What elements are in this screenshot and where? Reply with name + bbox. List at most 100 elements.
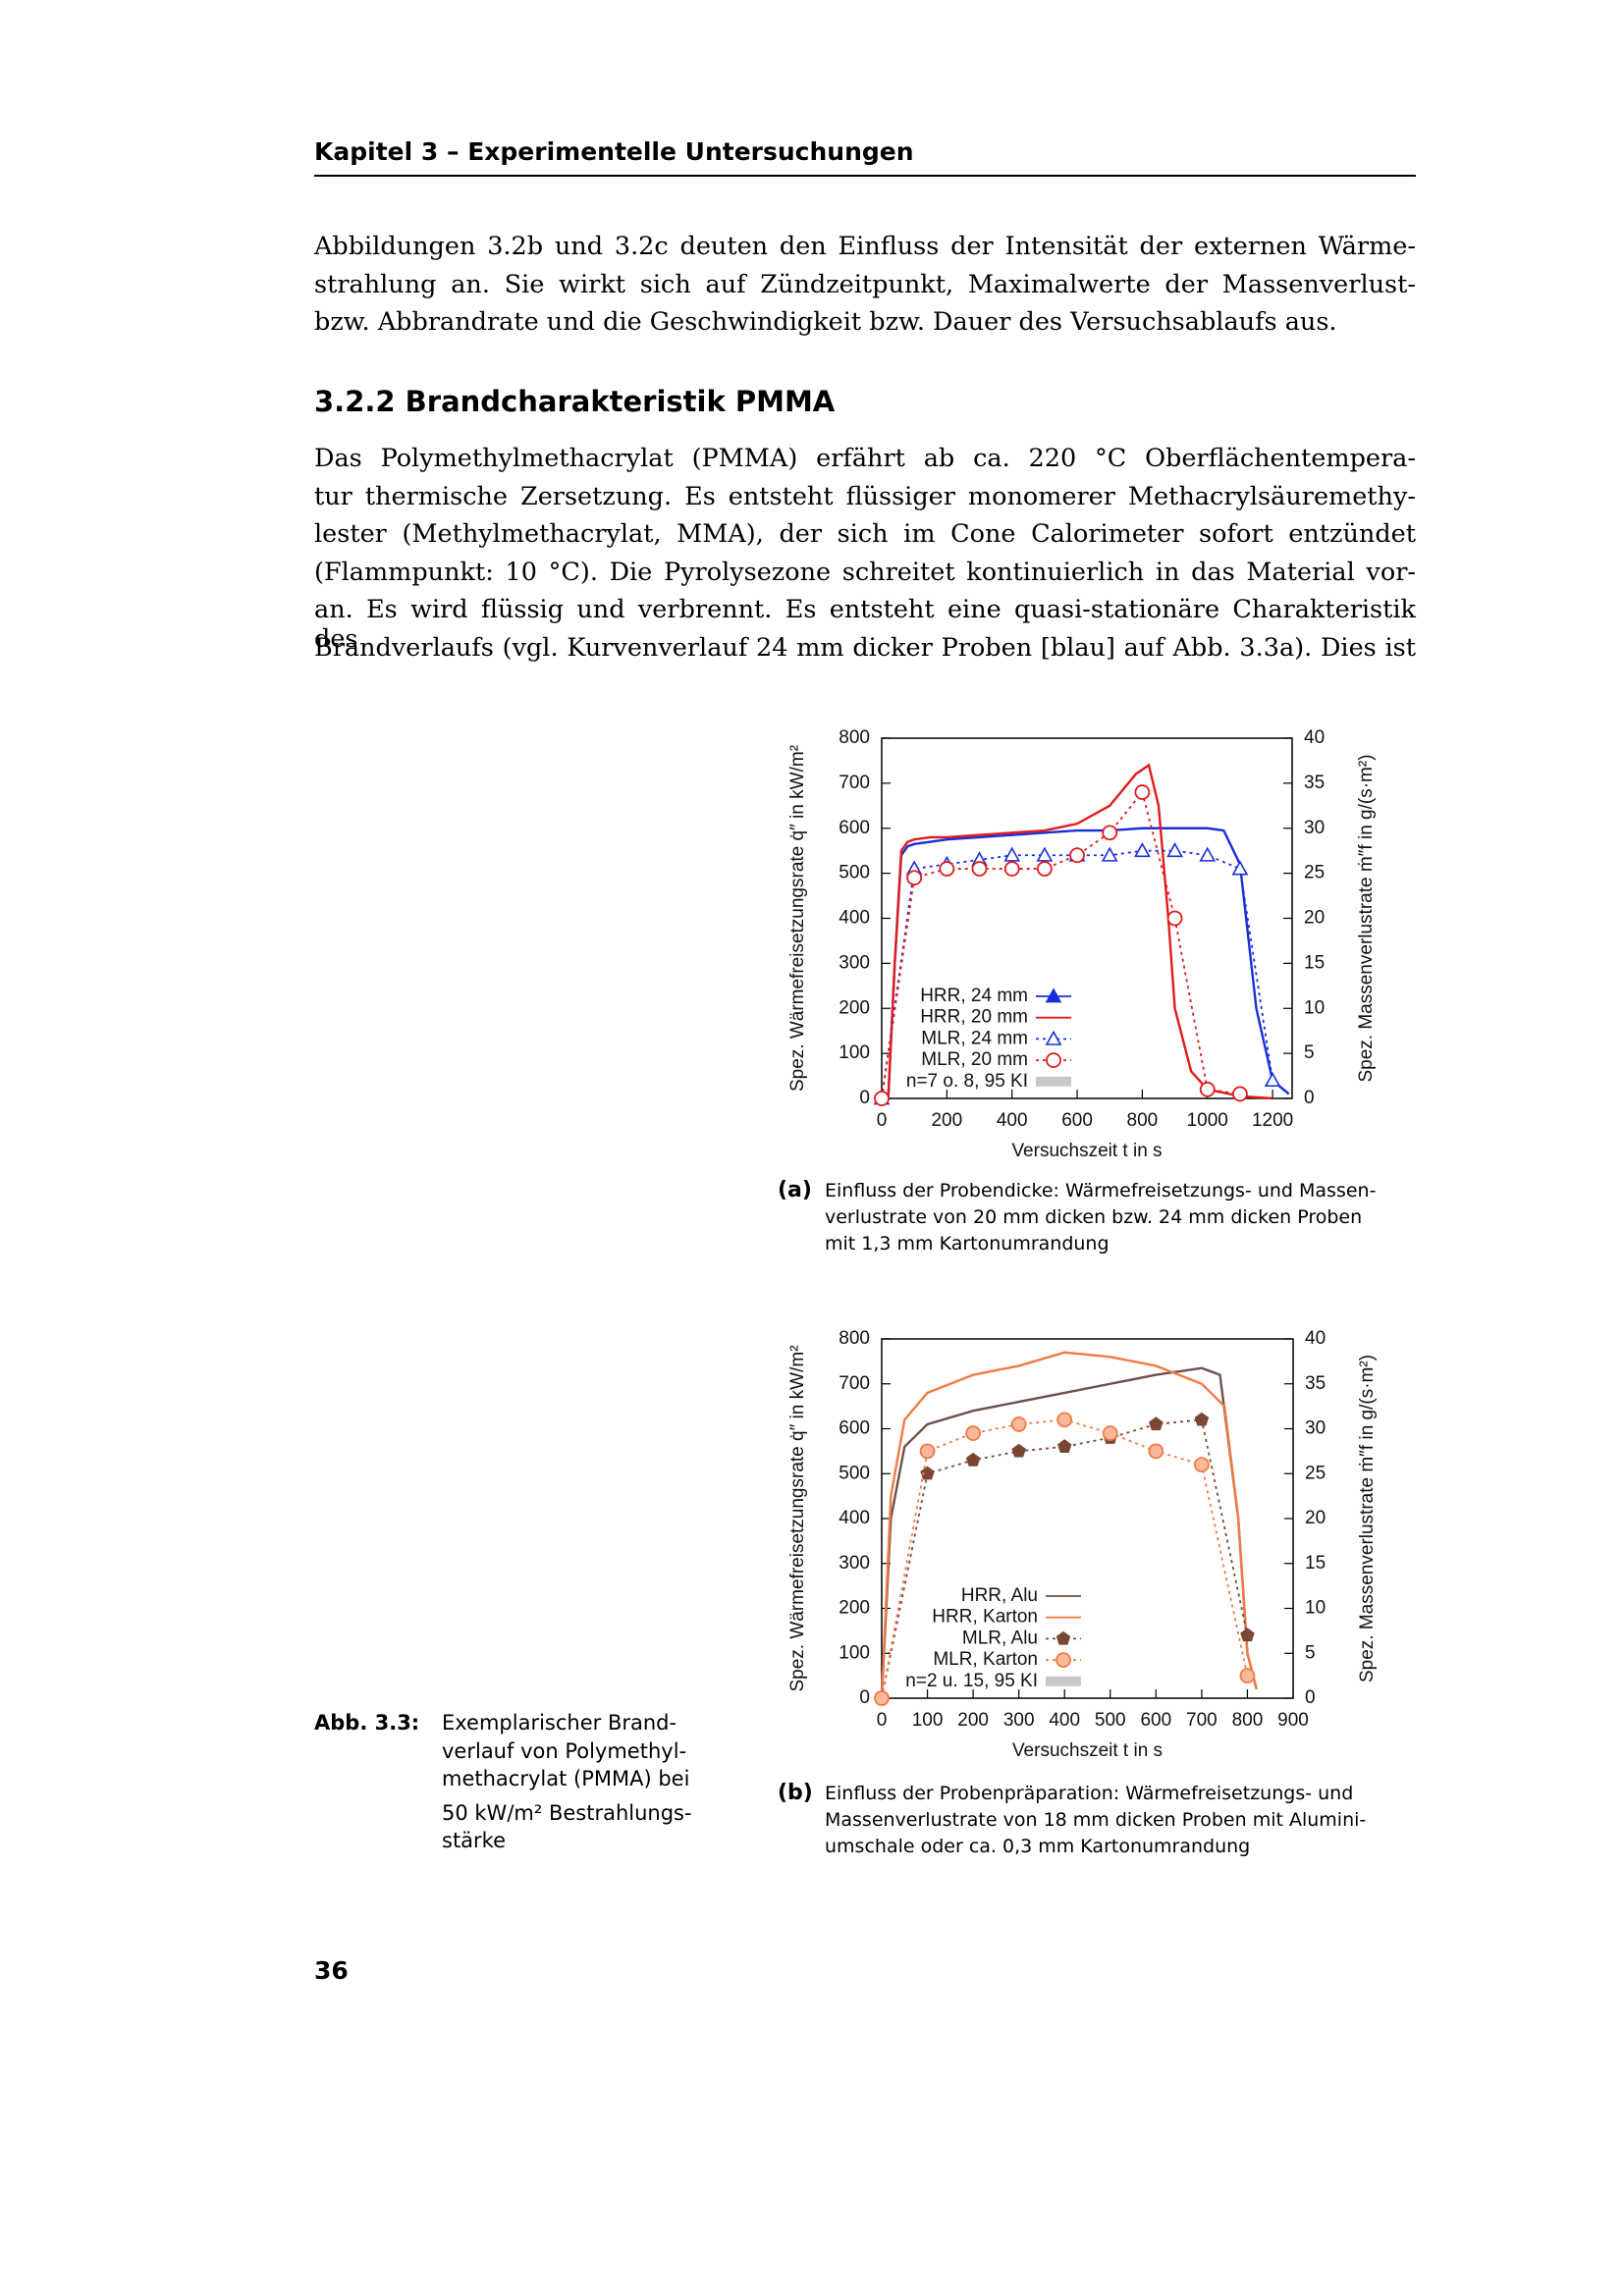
y-tick-label: 0 (859, 1687, 870, 1708)
data-line (882, 763, 1273, 1100)
data-point (1232, 1086, 1248, 1102)
caption-line: verlustrate von 20 mm dicken bzw. 24 mm … (825, 1206, 1363, 1228)
legend-label: HRR, 20 mm (920, 1007, 1028, 1028)
x-tick-label: 200 (931, 1110, 962, 1131)
data-point (1036, 846, 1054, 862)
x-tick-label: 900 (1277, 1710, 1309, 1731)
y2-tick-label: 15 (1304, 952, 1325, 973)
figure-caption-line: Exemplarischer Brand- (442, 1711, 677, 1735)
data-point (1069, 847, 1085, 864)
x-axis-label: Versuchszeit t in s (1011, 1141, 1162, 1161)
y2-tick-label: 5 (1305, 1642, 1316, 1663)
y-tick-label: 0 (859, 1088, 870, 1108)
x-tick-label: 800 (1232, 1710, 1264, 1731)
legend-label: HRR, 24 mm (920, 986, 1028, 1006)
legend-label: HRR, Karton (932, 1607, 1038, 1628)
y2-tick-label: 35 (1304, 773, 1325, 793)
x-axis-label: Versuchszeit t in s (1012, 1740, 1163, 1761)
plot-frame (881, 1338, 1294, 1699)
y-tick-label: 800 (839, 727, 870, 748)
running-header: Kapitel 3 – Experimentelle Untersuchunge… (314, 137, 914, 166)
figure-caption-line: stärke (442, 1829, 507, 1852)
y-tick-label: 300 (839, 952, 870, 973)
x-tick-label: 200 (957, 1710, 989, 1731)
data-point (1102, 1425, 1118, 1441)
y-tick-label: 400 (839, 908, 870, 929)
caption-line: umschale oder ca. 0,3 mm Kartonumrandung (825, 1836, 1251, 1857)
y2-tick-label: 25 (1304, 863, 1325, 883)
data-point (1101, 846, 1118, 862)
data-point (1193, 1457, 1210, 1472)
legend-label: MLR, 20 mm (921, 1049, 1028, 1070)
x-tick-label: 800 (1127, 1110, 1159, 1131)
legend-marker (1046, 1052, 1061, 1068)
x-tick-label: 500 (1095, 1710, 1126, 1731)
data-line (882, 827, 1290, 1100)
data-point (1194, 1412, 1210, 1426)
x-tick-label: 0 (877, 1710, 888, 1731)
body-text-line: lester (Methylmethacrylat, MMA), der sic… (314, 519, 1416, 550)
legend-marker (1056, 1652, 1071, 1668)
legend-marker (1056, 1630, 1071, 1645)
y2-tick-label: 30 (1304, 818, 1325, 838)
y-tick-label: 700 (839, 1373, 870, 1394)
caption-line: Einfluss der Probenpräparation: Wärmefre… (825, 1783, 1354, 1804)
legend-marker (1045, 988, 1062, 1003)
data-point (939, 861, 955, 877)
data-point (1264, 1072, 1281, 1088)
x-tick-label: 700 (1186, 1710, 1218, 1731)
section-heading: 3.2.2 Brandcharakteristik PMMA (314, 385, 836, 418)
y-tick-label: 600 (839, 1418, 870, 1439)
legend-marker (1045, 1030, 1062, 1045)
body-text-line: tur thermische Zersetzung. Es entsteht f… (314, 481, 1416, 511)
data-point (1010, 1416, 1027, 1432)
body-text-line: bzw. Abbrandrate und die Geschwindigkeit… (314, 307, 1337, 338)
figure-caption-line: verlauf von Polymethyl- (442, 1738, 687, 1763)
body-text-line: Brandverlaufs (vgl. Kurvenverlauf 24 mm … (314, 633, 1416, 663)
data-point (1056, 1439, 1072, 1453)
data-point (906, 870, 923, 886)
figure-caption-label: Abb. 3.3: (314, 1711, 420, 1735)
legend-label: HRR, Alu (961, 1585, 1038, 1606)
y2-tick-label: 10 (1305, 1598, 1326, 1619)
y-tick-label: 800 (839, 1328, 870, 1349)
x-tick-label: 1000 (1187, 1110, 1228, 1131)
caption-label: (b) (778, 1781, 813, 1805)
data-point (1199, 1081, 1216, 1097)
x-tick-label: 400 (1049, 1710, 1080, 1731)
data-point (1148, 1443, 1164, 1460)
x-tick-label: 400 (997, 1110, 1028, 1131)
y-tick-label: 400 (839, 1508, 870, 1528)
body-text-line: Abbildungen 3.2b und 3.2c deuten den Ein… (314, 232, 1416, 261)
y2-tick-label: 5 (1304, 1042, 1315, 1063)
body-text-line: Das Polymethylmethacrylat (PMMA) erfährt… (314, 444, 1416, 473)
y2-tick-label: 35 (1305, 1373, 1326, 1394)
data-point (965, 1425, 982, 1441)
data-point (874, 1091, 890, 1106)
y-tick-label: 700 (839, 773, 870, 793)
legend-label: MLR, 24 mm (921, 1028, 1028, 1048)
figure-caption-line: methacrylat (PMMA) bei (442, 1767, 690, 1790)
y-tick-label: 200 (839, 1598, 870, 1619)
y2-tick-label: 20 (1305, 1508, 1326, 1528)
x-tick-label: 300 (1003, 1710, 1035, 1731)
y2-tick-label: 40 (1304, 727, 1325, 748)
data-point (874, 1690, 890, 1706)
data-point (1036, 861, 1053, 877)
figure-caption-line: 50 kW/m² Bestrahlungs- (442, 1800, 692, 1825)
legend-label: n=2 u. 15, 95 KI (905, 1671, 1038, 1691)
data-point (1134, 784, 1151, 800)
x-tick-label: 600 (1140, 1710, 1171, 1731)
y2-tick-label: 0 (1304, 1088, 1315, 1108)
x-tick-label: 1200 (1252, 1110, 1293, 1131)
data-point (1003, 861, 1020, 877)
y-tick-label: 500 (839, 1463, 870, 1483)
data-point (1003, 846, 1021, 862)
data-point (1134, 842, 1151, 858)
caption-line: mit 1,3 mm Kartonumrandung (825, 1233, 1110, 1255)
y2-tick-label: 10 (1304, 997, 1325, 1018)
y-tick-label: 100 (839, 1642, 870, 1663)
data-point (920, 1466, 935, 1480)
legend-label: MLR, Karton (933, 1649, 1038, 1670)
